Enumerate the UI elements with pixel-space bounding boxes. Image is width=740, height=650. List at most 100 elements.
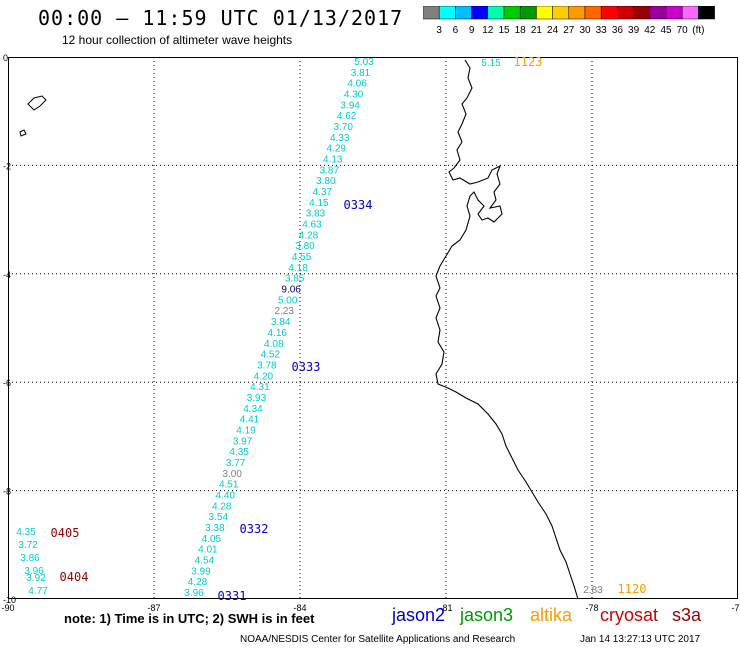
wave-height-color-legend: 3 6 9 12 15 18 21 24 27 30 33 36 39 42 45 70 (ft)	[423, 6, 715, 36]
wave-height-value: 4.29	[327, 144, 347, 155]
credit-text: NOAA/NESDIS Center for Satellite Applica…	[240, 634, 516, 645]
legend-cryosat: cryosat	[600, 605, 659, 625]
wave-height-value: 4.28	[188, 577, 208, 588]
legend-jason3: jason3	[460, 605, 514, 625]
wave-height-value: 3.77	[226, 458, 246, 469]
legend-tick-label: 18	[515, 25, 527, 36]
wave-height-value: 3.70	[333, 122, 353, 133]
wave-height-value: 4.33	[330, 133, 350, 144]
wave-height-value: 3.92	[26, 573, 46, 584]
y-tick-label: -2	[3, 161, 11, 171]
wave-height-value: 5.15	[481, 58, 501, 69]
y-tick-label: -8	[3, 487, 11, 497]
y-tick-label: -4	[3, 270, 11, 280]
y-tick-label: -6	[3, 378, 11, 388]
wave-height-value: 2.83	[583, 585, 603, 596]
units-note: note: 1) Time is in UTC; 2) SWH is in fe…	[64, 611, 315, 626]
x-tick-label: -75	[731, 603, 740, 613]
time-label-0404: 0404	[60, 570, 89, 584]
time-label-0332: 0332	[240, 522, 269, 536]
wave-height-value: 4.16	[268, 328, 288, 339]
wave-height-value: 5.03	[354, 57, 374, 68]
wave-height-value: 3.96	[24, 566, 44, 577]
wave-height-value: 3.00	[222, 469, 242, 480]
wave-height-value: 4.13	[323, 155, 343, 166]
wave-height-value: 3.54	[209, 512, 229, 523]
legend-tick-label: 12	[482, 25, 494, 36]
x-tick-label: -78	[585, 603, 598, 613]
x-tick-label: -84	[293, 603, 306, 613]
wave-height-value: 4.40	[215, 490, 235, 501]
legend-s3a: s3a	[672, 605, 702, 625]
wave-height-value: 4.41	[240, 415, 260, 426]
legend-tick-label: 15	[498, 25, 510, 36]
x-tick-label: -87	[147, 603, 160, 613]
wave-height-value: 4.18	[288, 263, 308, 274]
y-tick-label: -10	[3, 595, 16, 605]
wave-height-value: 3.81	[351, 68, 371, 79]
wave-height-value: 3.80	[295, 241, 315, 252]
legend-tick-label: 6	[453, 25, 459, 36]
time-label-1123: 1123	[514, 55, 543, 69]
wave-height-value: 4.05	[202, 534, 222, 545]
wave-height-value: 4.77	[28, 586, 48, 597]
wave-height-value: 4.31	[250, 382, 270, 393]
wave-height-value: 3.87	[320, 165, 340, 176]
wave-height-value: 4.28	[299, 230, 319, 241]
wave-height-value: 4.35	[229, 447, 249, 458]
wave-height-value: 4.37	[313, 187, 333, 198]
legend-altika: altika	[530, 605, 573, 625]
wave-height-value: 3.93	[247, 393, 267, 404]
legend-tick-label: 30	[579, 25, 591, 36]
wave-height-value: 5.00	[278, 295, 298, 306]
x-tick-label: -81	[439, 603, 452, 613]
wave-height-value: 4.06	[347, 79, 367, 90]
wave-height-value: 4.54	[195, 555, 215, 566]
legend-tick-label: 21	[531, 25, 543, 36]
legend-tick-label: 27	[563, 25, 575, 36]
wave-height-value: 3.97	[233, 436, 253, 447]
wave-height-value: 4.01	[198, 545, 218, 556]
wave-height-value: 3.72	[18, 540, 38, 551]
wave-height-value: 4.30	[344, 90, 364, 101]
wave-height-value: 4.62	[337, 111, 357, 122]
wave-height-value: 4.34	[243, 404, 263, 415]
wave-height-value: 3.86	[20, 553, 40, 564]
time-label-0331: 0331	[218, 589, 247, 603]
wave-height-value: 9.06	[281, 285, 301, 296]
wave-height-value: 3.78	[257, 360, 277, 371]
wave-height-value: 3.83	[306, 209, 326, 220]
legend-tick-label: 42	[644, 25, 656, 36]
legend-tick-label: 24	[547, 25, 559, 36]
galapagos-island	[27, 95, 47, 111]
time-label-0405: 0405	[51, 526, 80, 540]
wave-height-value: 3.85	[285, 274, 305, 285]
legend-tick-label: 39	[628, 25, 640, 36]
legend-swatch	[698, 6, 715, 20]
wave-height-value: 4.51	[219, 480, 239, 491]
wave-height-value: 3.80	[316, 176, 336, 187]
galapagos-island	[19, 129, 27, 137]
credit-timestamp: Jan 14 13:27:13 UTC 2017	[580, 634, 701, 645]
map-subtitle: 12 hour collection of altimeter wave hei…	[62, 33, 293, 47]
wave-height-value: 4.63	[302, 220, 322, 231]
wave-height-value: 4.15	[309, 198, 329, 209]
wave-height-value: 3.94	[340, 100, 360, 111]
wave-height-value: 4.55	[292, 252, 312, 263]
wave-height-value: 3.96	[184, 588, 204, 599]
wave-height-value: 4.19	[236, 425, 256, 436]
wave-height-value: 4.08	[264, 339, 284, 350]
legend-jason2: jason2	[392, 605, 446, 625]
y-tick-label: 0	[3, 53, 8, 63]
wave-height-value: 3.99	[191, 566, 211, 577]
legend-tick-label: 33	[596, 25, 608, 36]
map-frame	[8, 57, 738, 599]
time-label-0334: 0334	[344, 198, 373, 212]
time-label-0333: 0333	[292, 360, 321, 374]
x-tick-label: -90	[1, 603, 14, 613]
wave-height-value: 3.84	[271, 317, 291, 328]
legend-tick-label: 70	[677, 25, 689, 36]
coastline	[435, 59, 579, 600]
legend-tick-label: (ft)	[692, 25, 704, 36]
wave-height-value: 4.28	[212, 501, 232, 512]
